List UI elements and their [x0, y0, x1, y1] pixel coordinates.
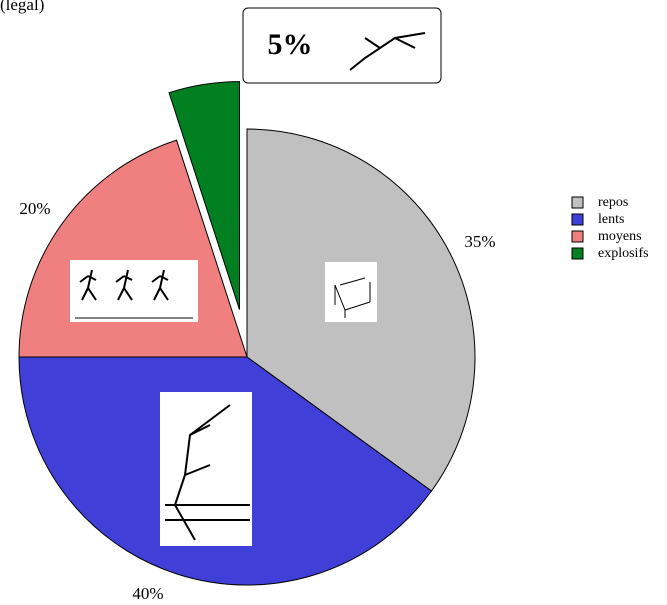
value-label: 35% [464, 232, 495, 251]
value-label: 40% [132, 584, 163, 603]
legend-swatch [571, 230, 584, 243]
callout-box [242, 7, 442, 84]
legend: repos lents moyens explosifs [571, 195, 649, 261]
value-label: 5% [268, 28, 313, 61]
pie-slice [168, 81, 240, 310]
icons [70, 260, 377, 546]
bed-drawing [334, 277, 371, 318]
legend-label: moyens [598, 229, 642, 244]
runners-drawing [79, 269, 169, 301]
value-label: 20% [19, 199, 50, 218]
sprinter-drawing [349, 32, 426, 71]
athlete-icon [160, 392, 252, 546]
bed-icon [325, 262, 377, 322]
legend-label: explosifs [598, 246, 649, 261]
legend-label: repos [598, 195, 628, 210]
athlete-drawing [165, 404, 250, 541]
subtitle: (légal) [0, 0, 44, 14]
legend-swatch [571, 196, 584, 209]
legend-label: lents [598, 212, 624, 227]
legend-swatch [571, 247, 584, 260]
legend-swatch [571, 213, 584, 226]
